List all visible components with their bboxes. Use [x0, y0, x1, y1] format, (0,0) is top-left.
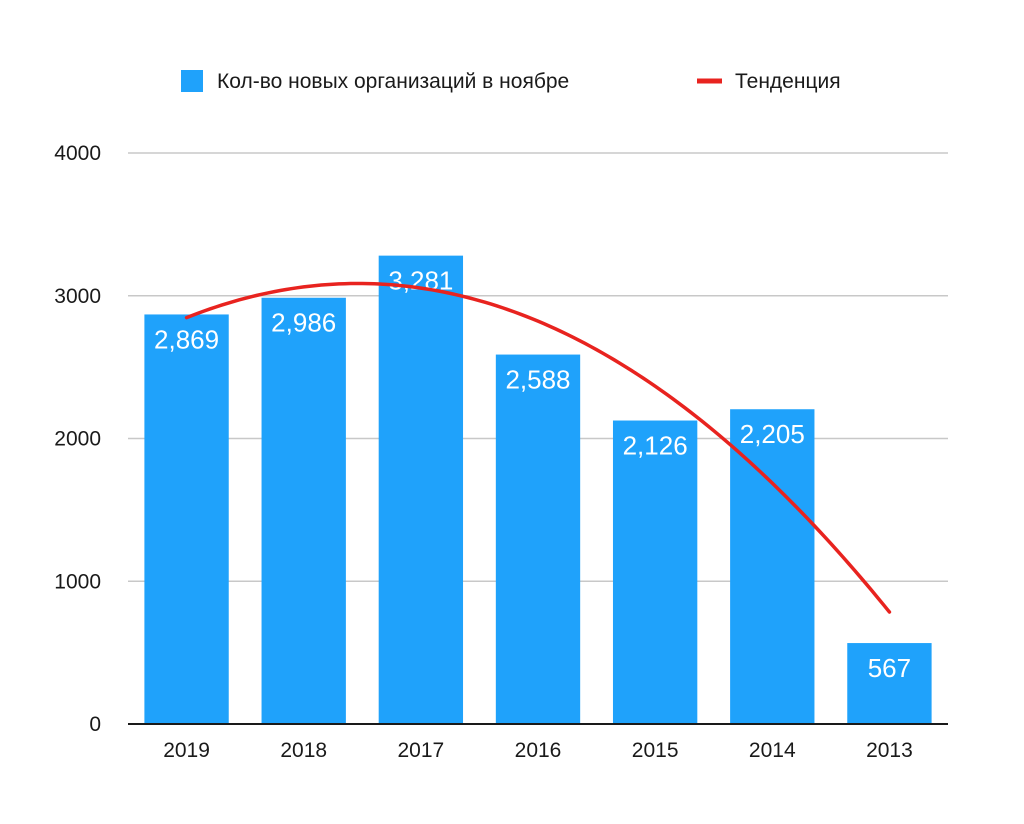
bar [378, 255, 464, 724]
bar [847, 643, 932, 724]
trendline [184, 281, 892, 614]
bar [144, 314, 229, 724]
y-axis-ticks: 0 1000 2000 3000 4000 [54, 142, 101, 736]
y-tick-label: 2000 [54, 428, 101, 451]
bar [495, 354, 581, 724]
x-tick-label: 2019 [163, 739, 210, 762]
legend-label-bars: Кол-во новых организаций в ноябре [217, 70, 569, 93]
bar [612, 420, 698, 724]
x-tick-label: 2014 [749, 739, 796, 762]
x-tick-label: 2015 [632, 739, 679, 762]
y-tick-label: 1000 [54, 570, 101, 593]
x-tick-label: 2016 [515, 739, 562, 762]
y-tick-label: 0 [89, 713, 101, 736]
y-tick-label: 3000 [54, 285, 101, 308]
x-axis-ticks: 2019 2018 2017 2016 2015 2014 2013 [163, 739, 913, 762]
bar [261, 297, 346, 724]
bar-value-label: 567 [868, 653, 911, 683]
bar-value-label: 2,869 [154, 324, 219, 354]
y-tick-label: 4000 [54, 142, 101, 165]
bar-value-label: 2,205 [740, 419, 805, 449]
bars [144, 255, 932, 724]
trendline-path [184, 281, 892, 614]
legend-label-trend: Тенденция [735, 70, 841, 93]
bar [730, 409, 815, 724]
bar-value-label: 2,588 [505, 365, 570, 395]
bar-value-label: 2,126 [623, 431, 688, 461]
bar-value-label: 2,986 [271, 308, 336, 338]
x-tick-label: 2013 [866, 739, 913, 762]
x-tick-label: 2017 [397, 739, 444, 762]
legend-swatch-bars [181, 70, 203, 92]
legend: Кол-во новых организаций в ноябре Тенден… [181, 70, 841, 93]
x-tick-label: 2018 [280, 739, 327, 762]
